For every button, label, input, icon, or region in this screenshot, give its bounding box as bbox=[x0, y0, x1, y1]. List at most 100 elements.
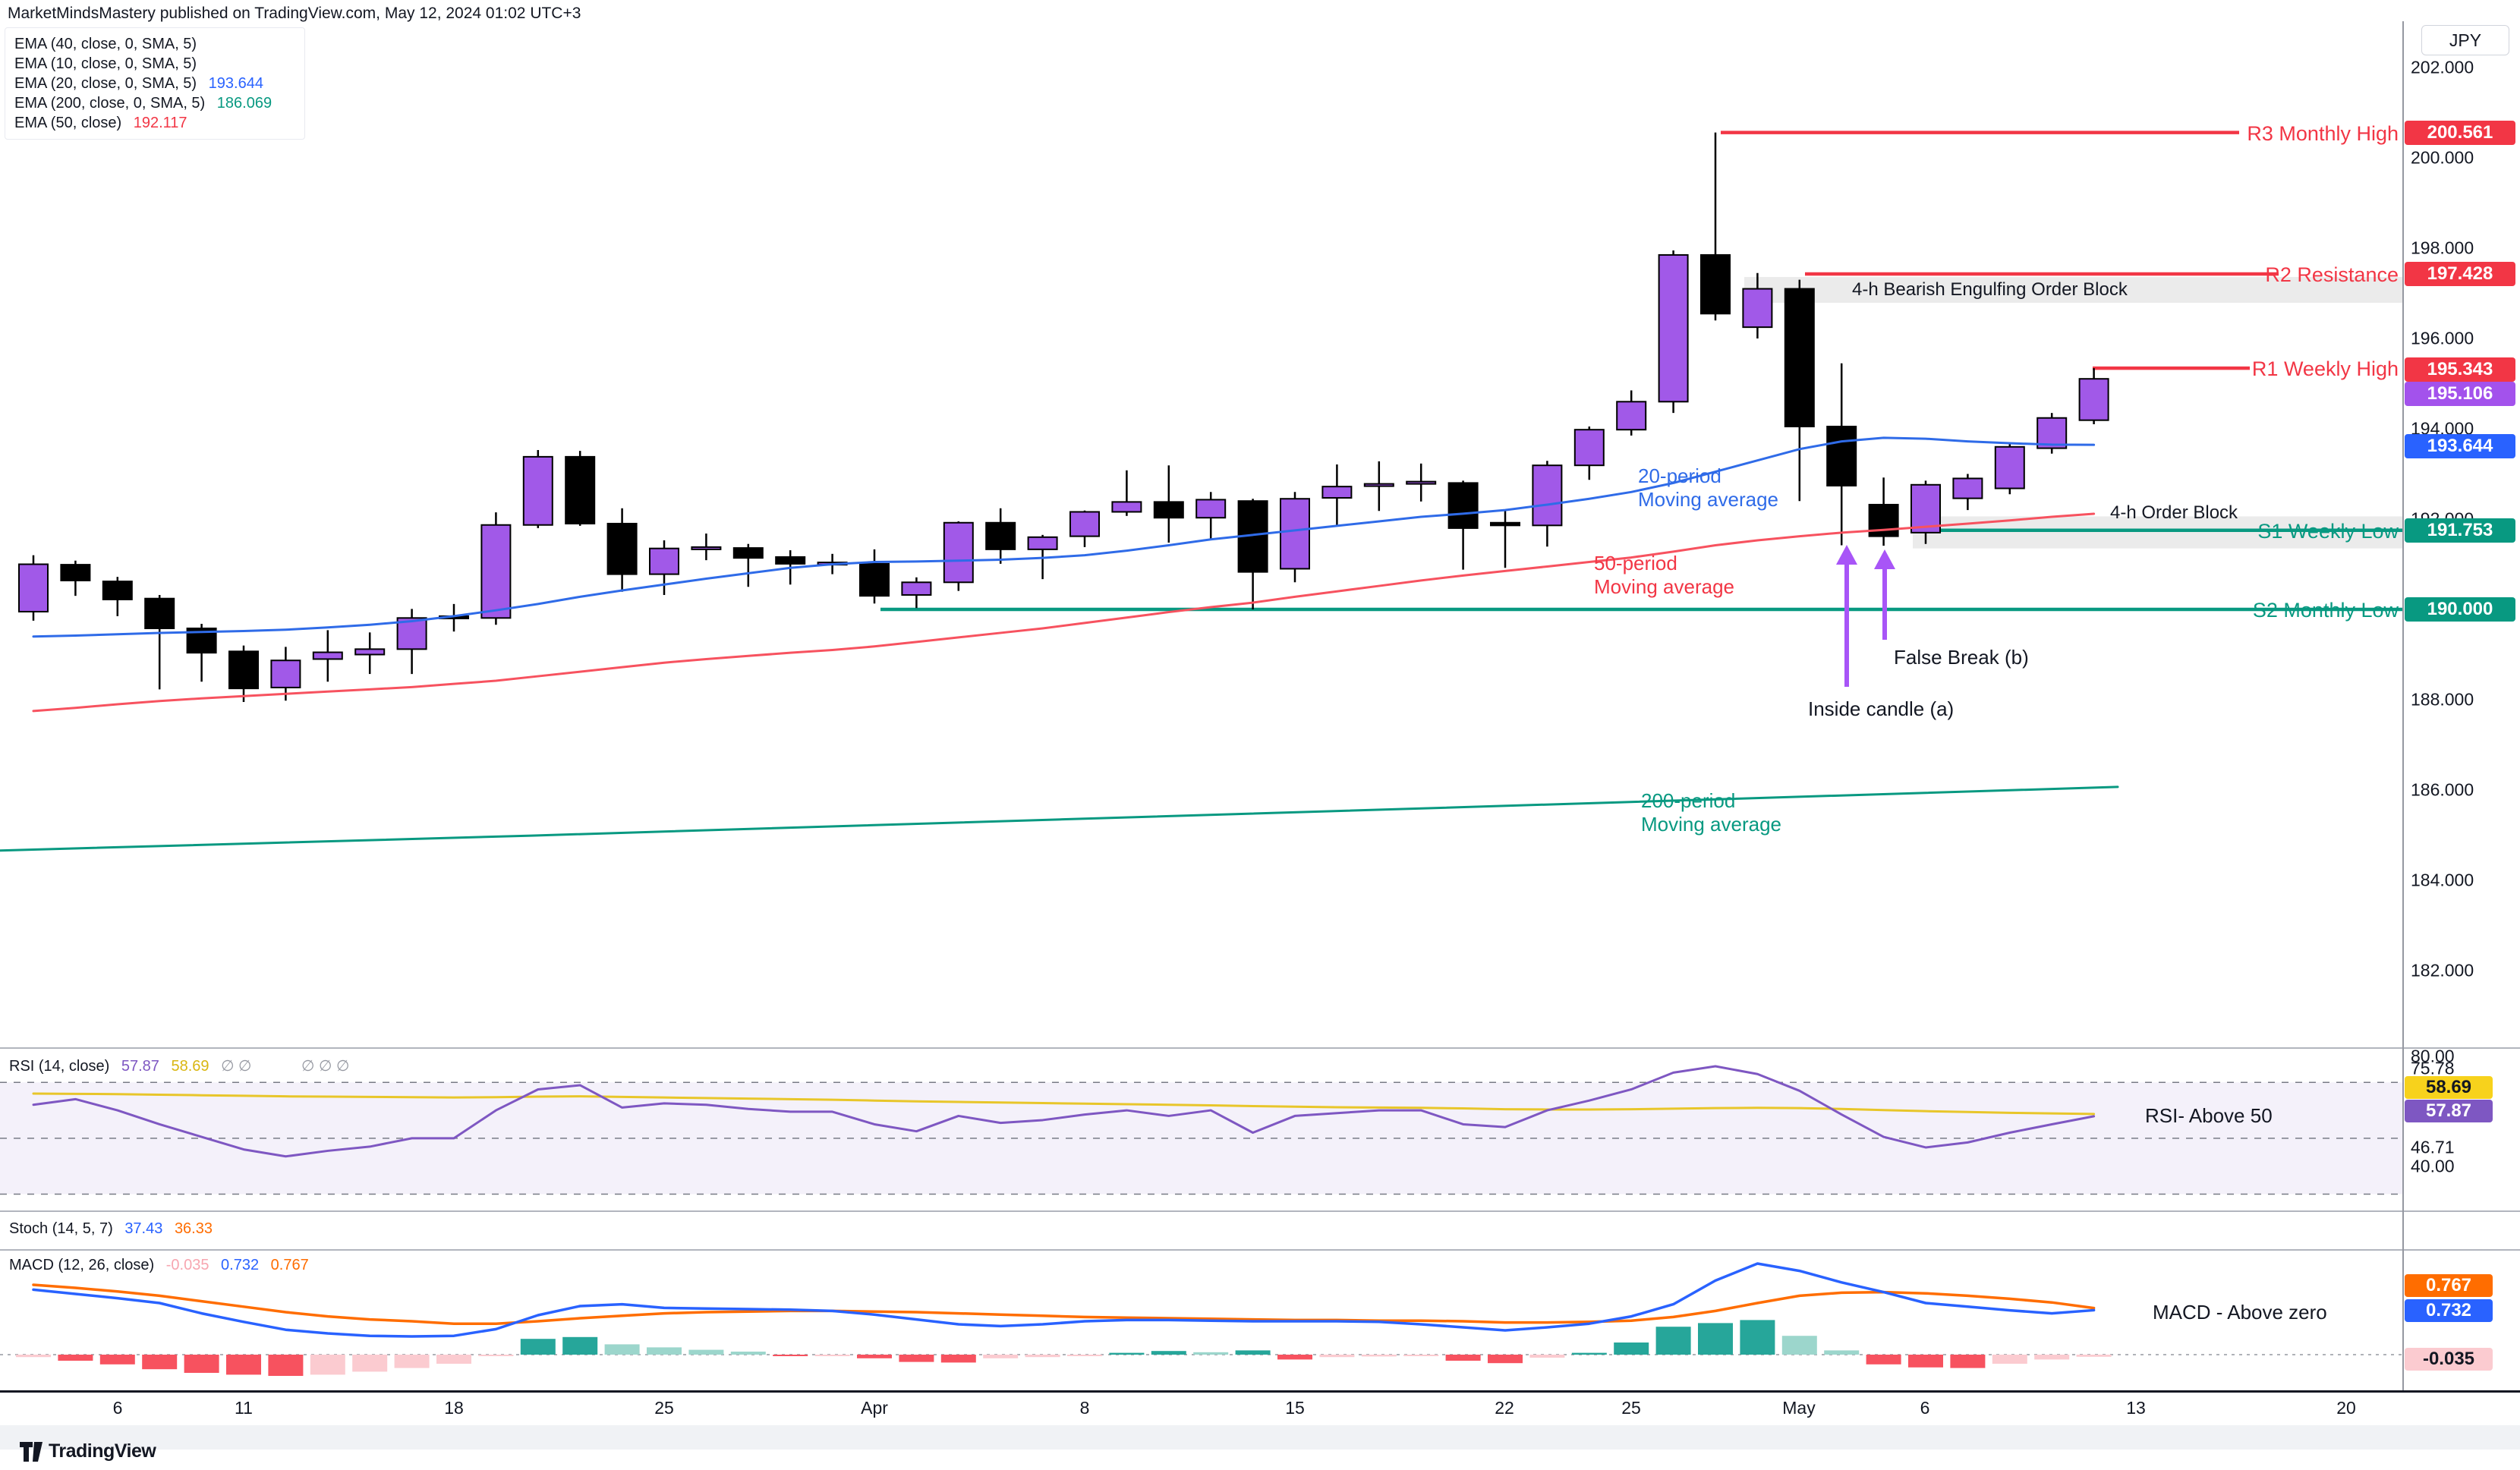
axis-price-badge: 58.69 bbox=[2405, 1076, 2493, 1099]
macd-label: MACD (12, 26, close) bbox=[9, 1257, 155, 1273]
legend-row-ema50[interactable]: EMA (50, close) 192.117 bbox=[14, 113, 295, 133]
axis-price-badge: 191.753 bbox=[2405, 518, 2515, 543]
macd-hist-bar bbox=[268, 1355, 304, 1376]
axis-price-badge: 0.732 bbox=[2405, 1299, 2493, 1322]
price-rsi-divider[interactable] bbox=[0, 1047, 2520, 1049]
macd-hist-bar bbox=[394, 1355, 430, 1368]
ma50-label-line2: Moving average bbox=[1594, 575, 1734, 598]
macd-hist-bar bbox=[1488, 1355, 1523, 1364]
candle-body bbox=[649, 547, 679, 575]
candle-body bbox=[1532, 464, 1563, 527]
candle-body bbox=[18, 563, 49, 612]
currency-toggle-button[interactable]: JPY bbox=[2421, 25, 2509, 55]
axis-tick: 40.00 bbox=[2411, 1156, 2455, 1176]
candle-body bbox=[1910, 483, 1941, 534]
axis-tick: 184.000 bbox=[2411, 870, 2474, 890]
macd-hist-bar bbox=[2034, 1355, 2070, 1360]
time-axis-border bbox=[0, 1390, 2520, 1393]
candle-body bbox=[691, 546, 722, 550]
candle-body bbox=[1658, 253, 1689, 403]
legend-label: EMA (200, close, 0, SMA, 5) bbox=[14, 95, 206, 112]
axis-tick: 46.71 bbox=[2411, 1137, 2455, 1157]
macd-hist-bar bbox=[142, 1355, 178, 1370]
price-axis-border bbox=[2402, 21, 2404, 1390]
macd-hist-bar bbox=[1950, 1355, 1986, 1368]
rsi-note: RSI- Above 50 bbox=[2145, 1104, 2273, 1127]
time-axis-label: 20 bbox=[2336, 1398, 2356, 1418]
candle-body bbox=[1700, 253, 1731, 315]
ma50-line bbox=[32, 512, 2096, 713]
macd-note: MACD - Above zero bbox=[2153, 1301, 2327, 1324]
stoch-k-value: 37.43 bbox=[124, 1220, 163, 1237]
macd-hist-bar bbox=[1403, 1355, 1439, 1356]
inside-candle-arrow-head bbox=[1836, 545, 1857, 565]
legend-label: EMA (40, close, 0, SMA, 5) bbox=[14, 36, 197, 52]
axis-tick: 186.000 bbox=[2411, 779, 2474, 800]
rsi-null-args: ∅ ∅ bbox=[221, 1058, 252, 1075]
legend-row-ema20[interactable]: EMA (20, close, 0, SMA, 5) 193.644 bbox=[14, 74, 295, 93]
time-axis-label: 25 bbox=[654, 1398, 674, 1418]
axis-tick: 202.000 bbox=[2411, 57, 2474, 77]
time-axis-label: 13 bbox=[2126, 1398, 2146, 1418]
candle-body bbox=[270, 659, 301, 688]
time-axis[interactable]: 6 11 18 25 Apr 8 15 22 25 May 6 13 20 bbox=[0, 1398, 2520, 1425]
candle-body bbox=[312, 651, 343, 660]
macd-pane-legend[interactable]: MACD (12, 26, close) -0.035 0.732 0.767 bbox=[9, 1257, 309, 1274]
axis-price-badge: 195.343 bbox=[2405, 357, 2515, 382]
legend-row-ema10[interactable]: EMA (10, close, 0, SMA, 5) bbox=[14, 54, 295, 74]
macd-hist-bar bbox=[1655, 1327, 1691, 1355]
macd-hist-bar bbox=[520, 1339, 556, 1355]
r2-label: R2 Resistance bbox=[2265, 263, 2399, 286]
rsi-line bbox=[32, 1065, 2096, 1158]
tradingview-brand-text: TradingView bbox=[49, 1440, 156, 1462]
time-axis-label: 25 bbox=[1621, 1398, 1641, 1418]
candle-body bbox=[1321, 486, 1353, 499]
ma200-line bbox=[0, 785, 2119, 852]
candle-body bbox=[2078, 378, 2109, 421]
macd-hist-bar bbox=[604, 1344, 640, 1355]
stoch-macd-divider[interactable] bbox=[0, 1249, 2520, 1251]
ma20-label-line1: 20-period bbox=[1638, 464, 1721, 487]
footer-strip bbox=[0, 1425, 2520, 1450]
macd-hist-bar bbox=[2076, 1355, 2112, 1357]
macd-hist-bar bbox=[940, 1355, 976, 1363]
time-axis-label: 8 bbox=[1079, 1398, 1090, 1418]
candle-body bbox=[1742, 288, 1773, 329]
rsi-ma-line bbox=[32, 1092, 2096, 1116]
macd-hist-bar bbox=[814, 1355, 850, 1356]
ma200-label-line1: 200-period bbox=[1641, 789, 1736, 812]
rsi-ma-value: 58.69 bbox=[171, 1058, 209, 1075]
s1-label: S1 Weekly Low bbox=[2257, 520, 2399, 543]
legend-label: EMA (10, close, 0, SMA, 5) bbox=[14, 55, 197, 72]
legend-row-ema40[interactable]: EMA (40, close, 0, SMA, 5) bbox=[14, 34, 295, 54]
bearish-order-block-label: 4-h Bearish Engulfing Order Block bbox=[1852, 279, 2128, 300]
candle-body bbox=[943, 521, 974, 584]
stoch-pane-legend[interactable]: Stoch (14, 5, 7) 37.43 36.33 bbox=[9, 1220, 213, 1238]
rsi-pane-legend[interactable]: RSI (14, close) 57.87 58.69 ∅ ∅ ∅ ∅ ∅ bbox=[9, 1056, 349, 1075]
tradingview-logo[interactable]: TradingView bbox=[20, 1440, 156, 1462]
legend-value: 186.069 bbox=[216, 95, 272, 112]
r1-label: R1 Weekly High bbox=[2251, 357, 2399, 380]
legend-value: 192.117 bbox=[133, 115, 187, 131]
candle-body bbox=[606, 522, 638, 575]
macd-hist-bar bbox=[730, 1352, 766, 1355]
macd-hist-bar bbox=[1235, 1350, 1271, 1355]
macd-hist-bar bbox=[773, 1355, 808, 1356]
axis-price-badge: 197.428 bbox=[2405, 262, 2515, 286]
macd-hist-bar bbox=[1866, 1355, 1901, 1365]
macd-hist-value: -0.035 bbox=[165, 1257, 209, 1273]
price-axis[interactable]: 202.000200.000198.000196.000194.000192.0… bbox=[2403, 21, 2520, 1390]
macd-hist-bar bbox=[1992, 1355, 2027, 1364]
axis-price-badge: 195.106 bbox=[2405, 382, 2515, 406]
rsi-null-args-2: ∅ ∅ ∅ bbox=[301, 1058, 350, 1075]
rsi-stoch-divider[interactable] bbox=[0, 1210, 2520, 1212]
legend-row-ema200[interactable]: EMA (200, close, 0, SMA, 5) 186.069 bbox=[14, 93, 295, 113]
indicator-legend[interactable]: EMA (40, close, 0, SMA, 5) EMA (10, clos… bbox=[5, 27, 305, 140]
axis-tick: 80.00 bbox=[2411, 1046, 2455, 1066]
axis-price-badge: 57.87 bbox=[2405, 1100, 2493, 1122]
ma20-label-line2: Moving average bbox=[1638, 488, 1778, 511]
axis-price-badge: 190.000 bbox=[2405, 597, 2515, 622]
macd-hist-bar bbox=[1781, 1336, 1817, 1355]
